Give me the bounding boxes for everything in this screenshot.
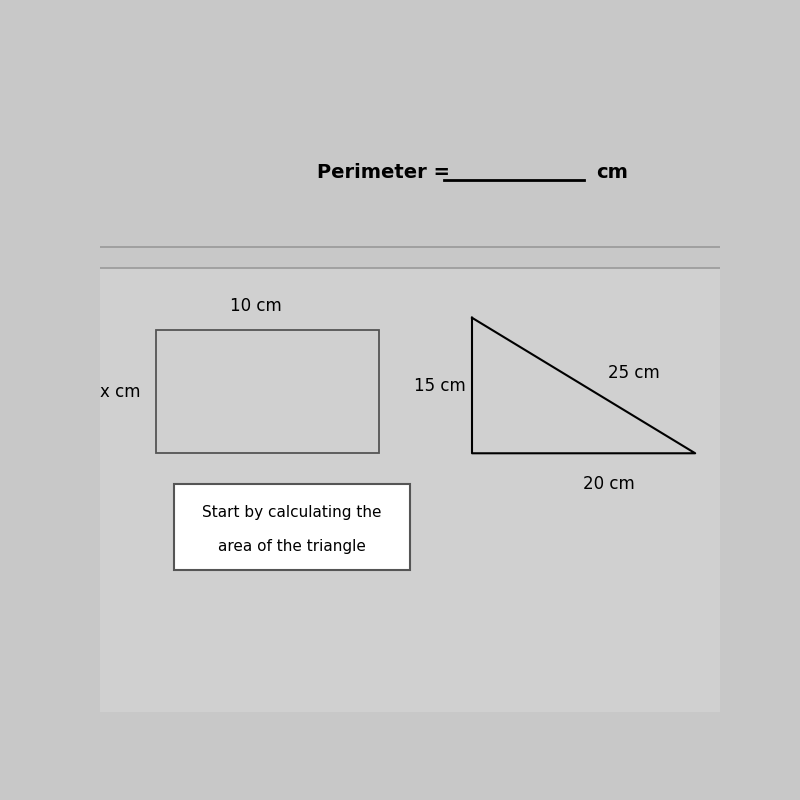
Bar — [174, 484, 410, 570]
Bar — [156, 330, 379, 454]
Text: 25 cm: 25 cm — [609, 364, 660, 382]
Bar — [100, 269, 720, 712]
Text: 20 cm: 20 cm — [582, 475, 634, 493]
Text: Start by calculating the: Start by calculating the — [202, 505, 382, 520]
Text: area of the triangle: area of the triangle — [218, 538, 366, 554]
Text: Perimeter =: Perimeter = — [317, 163, 457, 182]
Text: 10 cm: 10 cm — [230, 297, 282, 314]
Text: x cm: x cm — [100, 382, 140, 401]
Text: cm: cm — [596, 163, 628, 182]
Text: 15 cm: 15 cm — [414, 377, 466, 394]
